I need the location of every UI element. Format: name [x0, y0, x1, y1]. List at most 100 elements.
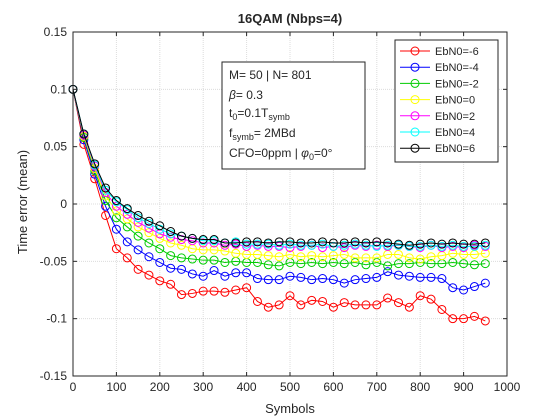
series-point	[394, 259, 403, 269]
axis-ticks	[72, 31, 508, 377]
series-point	[166, 232, 176, 242]
series-point	[404, 253, 414, 263]
tsymb-sub: symb	[268, 112, 290, 122]
series-point	[404, 271, 414, 281]
series-point	[133, 231, 143, 241]
annotation-line-3: t0=0.1Tsymb	[229, 106, 290, 122]
series-point	[296, 252, 306, 262]
series-point	[155, 224, 165, 234]
series-point	[187, 269, 197, 279]
series-point	[144, 252, 154, 262]
series-point	[328, 251, 338, 261]
legend-entry: EbN0=4	[400, 127, 475, 139]
series-point	[448, 314, 458, 324]
series-point	[383, 261, 393, 271]
series-point	[469, 241, 479, 251]
beta-value: = 0.3	[236, 88, 263, 102]
series-point	[480, 238, 490, 248]
series-point	[459, 241, 469, 251]
series-point	[372, 241, 382, 251]
series-point	[263, 302, 273, 312]
series-point	[133, 264, 143, 274]
series-point	[307, 295, 317, 305]
series-point	[437, 239, 447, 249]
series-point	[79, 129, 89, 139]
x-tick-label: 700	[367, 380, 387, 394]
series-point	[480, 278, 490, 288]
series-point	[318, 259, 328, 269]
legend: EbN0=-6 EbN0=-4 EbN0=-2 EbN0=0 EbN0=2 EbN0=4 E…	[394, 39, 499, 163]
series-point	[285, 291, 295, 301]
series-point	[339, 298, 349, 308]
x-tick-label: 200	[150, 380, 170, 394]
y-tick-label: 0	[60, 197, 67, 211]
series-point	[426, 240, 436, 250]
series-point	[198, 238, 208, 248]
series-point	[155, 221, 165, 231]
series-point	[404, 302, 414, 312]
series-point	[469, 260, 479, 270]
series-point	[383, 238, 393, 248]
legend-marker	[410, 127, 420, 137]
x-tick-label: 600	[323, 380, 343, 394]
series-point	[480, 240, 490, 250]
x-tick-label: 100	[106, 380, 126, 394]
series-point	[263, 251, 273, 261]
series-point	[155, 233, 165, 243]
series-point	[177, 231, 186, 241]
fsymb-value: = 2MBd	[254, 126, 296, 140]
series-point	[177, 235, 186, 245]
fsymb-base: f	[229, 126, 233, 140]
series-point	[263, 238, 273, 248]
y-tick-label: -0.1	[46, 312, 67, 326]
y-tick-labels: -0.15 -0.1 -0.05 0 0.05 0.1 0.15	[40, 25, 68, 383]
legend-label: EbN0=-2	[435, 78, 479, 90]
y-tick-label: -0.05	[40, 254, 68, 268]
x-axis-label: Symbols	[265, 401, 315, 416]
x-tick-label: 900	[454, 380, 474, 394]
series-point	[274, 237, 284, 247]
series-point	[437, 274, 447, 284]
series-point	[480, 316, 490, 326]
series-point	[469, 282, 479, 292]
series-EbN0=-4	[68, 84, 490, 295]
series-point	[144, 228, 154, 238]
series-point	[426, 259, 436, 269]
series-point	[187, 254, 197, 264]
series-point	[220, 257, 230, 267]
series-point	[209, 255, 219, 265]
series-point	[394, 249, 403, 259]
series-point	[242, 237, 252, 247]
x-tick-label: 500	[280, 380, 300, 394]
series-point	[350, 257, 360, 267]
series-point	[166, 229, 176, 239]
series-point	[220, 271, 230, 281]
series-point	[361, 240, 371, 250]
series-point	[177, 240, 186, 250]
legend-marker	[410, 111, 420, 121]
legend-marker	[410, 62, 420, 72]
series-point	[166, 263, 176, 273]
legend-marker	[410, 143, 420, 153]
series-point	[372, 272, 382, 282]
series-point	[242, 283, 252, 293]
series-point	[209, 266, 219, 276]
series-point	[296, 259, 306, 269]
series-point	[122, 204, 132, 214]
series-point	[252, 237, 262, 247]
series-point	[144, 216, 154, 226]
series-point	[231, 285, 241, 295]
series-point	[459, 314, 469, 324]
series-point	[415, 291, 425, 301]
series-point	[263, 260, 273, 270]
series-point	[296, 238, 306, 248]
series-point	[350, 275, 360, 285]
series-point	[166, 279, 176, 289]
series-point	[166, 251, 176, 261]
series-point	[318, 239, 328, 249]
series-point	[372, 300, 382, 310]
series-point	[437, 304, 447, 314]
legend-entry: EbN0=6	[400, 143, 475, 155]
series-point	[166, 238, 176, 248]
